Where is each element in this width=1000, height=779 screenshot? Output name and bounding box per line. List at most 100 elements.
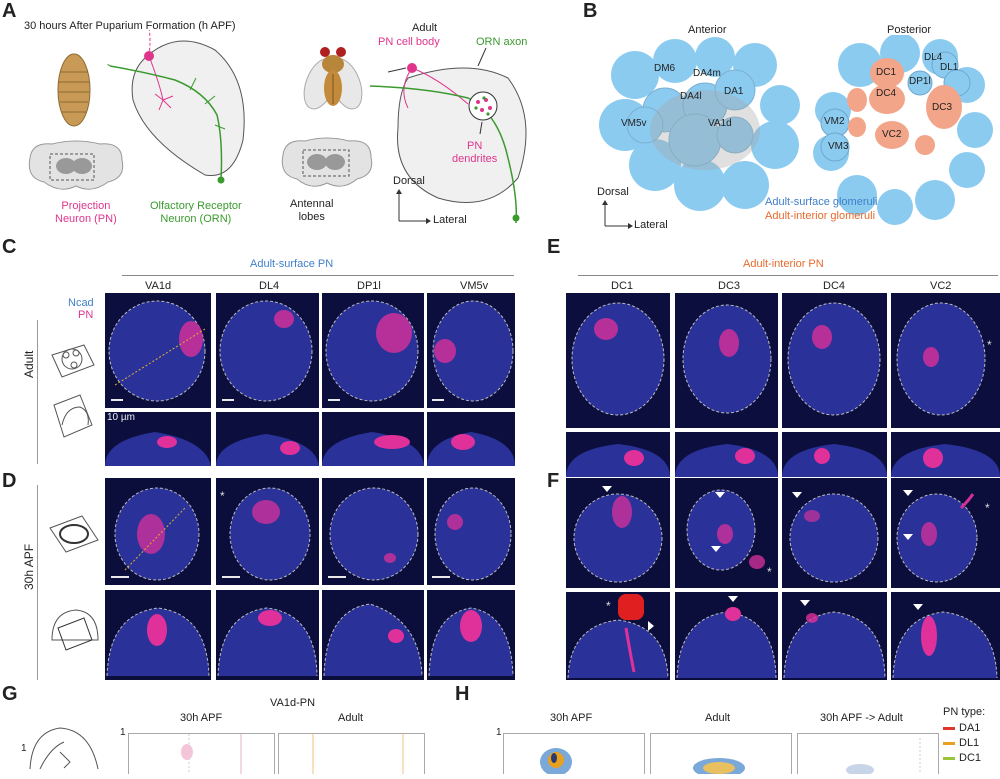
lateral-label-b: Lateral: [634, 219, 668, 231]
h-plot-30h: [503, 733, 645, 776]
legend-pn: PN: [78, 309, 94, 321]
h-col-adult: Adult: [705, 712, 731, 724]
g-plot-30h: [128, 733, 275, 774]
image-d-va1d-top: [105, 478, 211, 585]
glom-vc2: VC2: [882, 129, 902, 140]
pn-cell-body-label: PN cell body: [378, 36, 440, 48]
glom-dc3: DC3: [932, 102, 953, 113]
glom-dp1l: DP1l: [909, 76, 931, 87]
scale-bar: [328, 576, 346, 578]
image-c-va1d-top: [105, 293, 211, 408]
svg-text:*: *: [606, 599, 611, 613]
legend-swatch: [943, 741, 955, 745]
adult-antennal-lobe-schematic: [369, 48, 527, 224]
legend-swatch: [943, 756, 955, 760]
glom-dc1: DC1: [876, 67, 897, 78]
h-legend-title: PN type:: [943, 706, 986, 718]
legend-label: DL1: [959, 737, 980, 749]
image-c-va1d-side: [105, 412, 211, 466]
scale-bar: [222, 399, 234, 401]
col-va1d: VA1d: [145, 280, 172, 292]
col-vm5v: VM5v: [460, 280, 489, 292]
legend-ncad: Ncad: [68, 297, 94, 309]
h-plot-adult: [650, 733, 792, 778]
pn-label: Projection Neuron (PN): [55, 200, 117, 225]
col-dc3: DC3: [718, 280, 741, 292]
glom-vm5v: VM5v: [621, 118, 647, 129]
glom-dl1: DL1: [940, 62, 959, 73]
header-line-c: [122, 275, 514, 276]
scale-bar: [432, 576, 450, 578]
g-title: VA1d-PN: [270, 697, 316, 709]
image-c-dp1l-side: [322, 412, 424, 466]
image-f-vc2-top: *: [891, 478, 1000, 588]
header-line-e: [578, 275, 998, 276]
g-col-adult: Adult: [338, 712, 364, 724]
col-dl4: DL4: [259, 280, 280, 292]
image-c-dl4-side: [216, 412, 319, 466]
legend-interior: Adult-interior glomeruli: [765, 210, 876, 222]
panel-letter-a: A: [2, 0, 17, 22]
svg-text:*: *: [985, 501, 990, 515]
image-e-dc1-side: [566, 432, 670, 477]
image-c-vm5v-side: [427, 412, 515, 466]
scale-bar: [222, 576, 240, 578]
pupa-illustration: [57, 53, 91, 127]
glom-vm3: VM3: [828, 141, 849, 152]
svg-text:*: *: [767, 565, 772, 579]
stage-title-30h: 30 hours After Puparium Formation (h APF…: [24, 20, 236, 32]
image-e-dc3-top: [675, 293, 778, 428]
h-col-transition: 30h APF -> Adult: [820, 712, 903, 724]
glom-da4l: DA4l: [680, 91, 702, 102]
legend-swatch: [943, 726, 955, 730]
glomeruli-map: [599, 35, 993, 225]
h-legend-da1: DA1: [943, 722, 980, 734]
scale-bar: [432, 399, 444, 401]
image-d-vm5v-top: [427, 478, 515, 585]
pupal-brain-diagram: [28, 140, 124, 190]
col-dc1: DC1: [611, 280, 634, 292]
adult-fly-illustration: [303, 47, 363, 110]
image-e-vc2-top: *: [891, 293, 1000, 428]
image-f-dc3-side: [675, 592, 778, 680]
image-e-dc3-side: [675, 432, 778, 477]
orientation-schematic-adult: [51, 344, 95, 438]
col-dp1l: DP1l: [357, 280, 381, 292]
glom-dl4: DL4: [924, 52, 943, 63]
legend-label: DC1: [959, 752, 982, 764]
anterior-label: Anterior: [688, 24, 727, 36]
image-f-vc2-side: [891, 592, 1000, 680]
image-d-dl4-top: *: [216, 478, 319, 585]
image-c-dl4-top: [216, 293, 319, 408]
row-bracket-adult: [37, 320, 38, 464]
col-vc2: VC2: [930, 280, 952, 292]
image-d-dp1l-top: [322, 478, 424, 585]
image-e-dc1-top: [566, 293, 670, 428]
g-col-30h: 30h APF: [180, 712, 223, 724]
image-f-dc1-side: *: [566, 592, 670, 680]
row-label-30h: 30h APF: [22, 543, 36, 590]
scale-bar: [328, 399, 340, 401]
orn-label: Olfactory Receptor Neuron (ORN): [150, 200, 242, 225]
image-d-vm5v-side: [427, 590, 515, 680]
header-adult-surface: Adult-surface PN: [250, 258, 334, 270]
pn-dendrites-label: PN dendrites: [452, 140, 498, 165]
axis-arrows-a: [396, 189, 431, 224]
g-ytick: 1: [120, 727, 126, 738]
image-e-dc4-side: [782, 432, 887, 477]
adult-title: Adult: [412, 22, 438, 34]
header-adult-interior: Adult-interior PN: [743, 258, 824, 270]
pupal-antennal-lobe-schematic: [105, 30, 245, 184]
image-f-dc4-top: [782, 478, 887, 588]
glom-vm2: VM2: [824, 116, 845, 127]
g-plot-adult: [278, 733, 425, 774]
h-plot-transition: [797, 733, 939, 776]
antennal-lobes-label: Antennal lobes: [290, 198, 334, 223]
scale-bar: [111, 576, 129, 578]
h-ytick: 1: [496, 727, 502, 738]
glom-da4m: DA4m: [693, 68, 721, 79]
lateral-label-a: Lateral: [433, 214, 467, 226]
h-legend-dl1: DL1: [943, 737, 979, 749]
panel-letter-d: D: [2, 470, 17, 492]
image-d-dl4-side: [216, 590, 319, 680]
